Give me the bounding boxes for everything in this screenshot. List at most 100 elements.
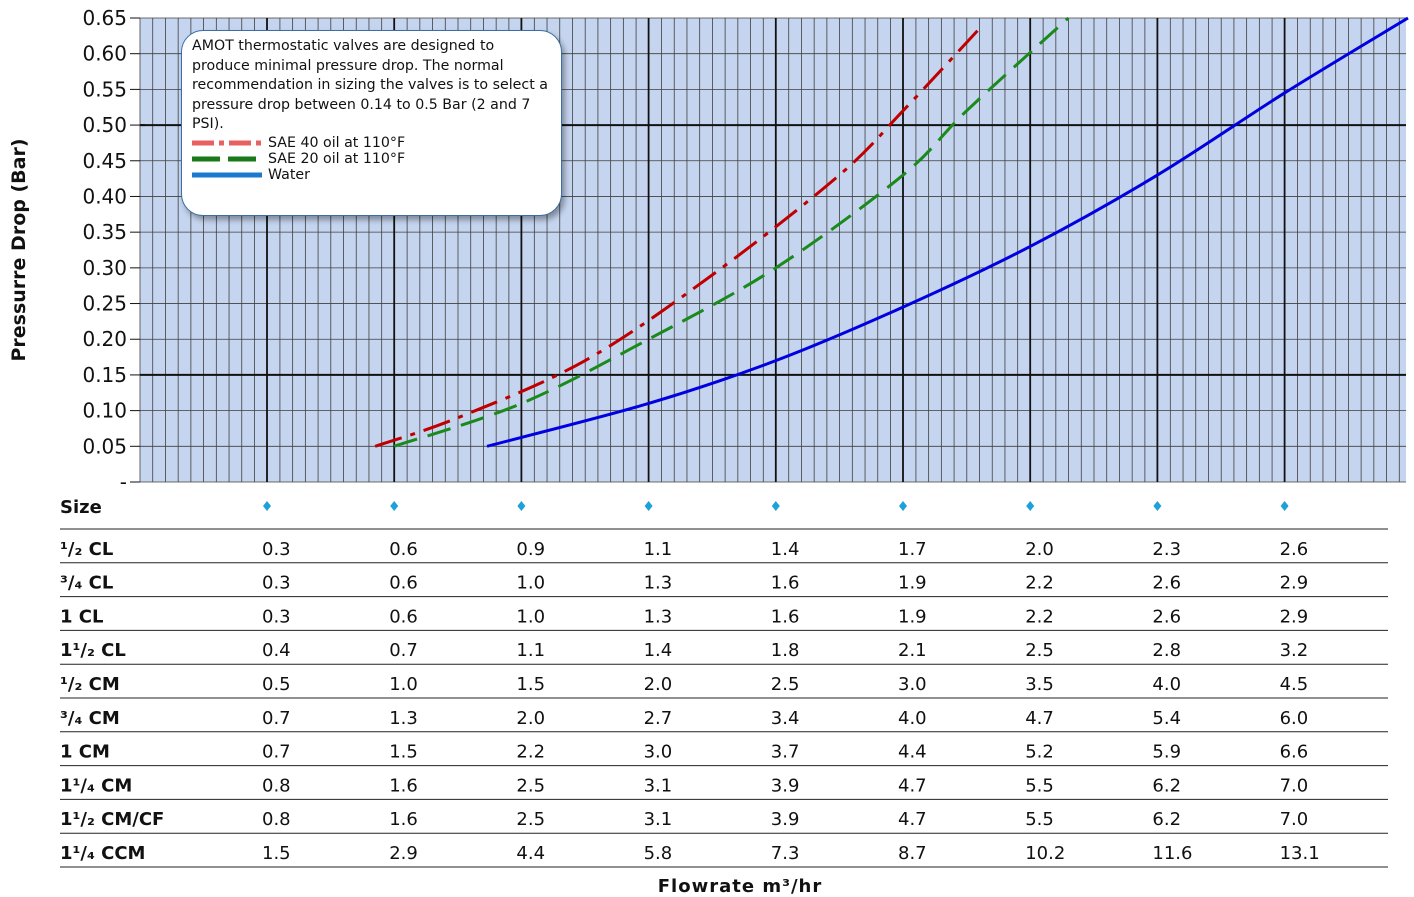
table-cell: 1.7 <box>898 539 927 560</box>
table-row-label: ¹/₂ CM <box>60 674 120 695</box>
table-row-label: 1¹/₄ CCM <box>60 843 145 864</box>
series-line-0 <box>374 27 981 448</box>
table-cell: 1.5 <box>389 742 418 763</box>
series-layer <box>374 16 1409 448</box>
x-axis-label: Flowrate m³/hr <box>658 876 822 897</box>
annotation-box: AMOT thermostatic valves are designed to… <box>181 30 562 216</box>
table-cell: 1.9 <box>898 606 927 627</box>
series-line-1 <box>393 16 1070 448</box>
table-cell: 0.6 <box>389 606 418 627</box>
table-cell: 1.5 <box>262 843 291 864</box>
table-cell: 2.9 <box>1280 606 1309 627</box>
table-cell: 5.5 <box>1025 775 1054 796</box>
table-cell: 3.4 <box>771 708 800 729</box>
table-cell: 0.8 <box>262 775 291 796</box>
table-row-label: 1¹/₄ CM <box>60 775 132 796</box>
column-marker <box>263 501 271 511</box>
legend-entry: SAE 20 oil at 110°F <box>192 151 551 167</box>
y-tick-label: 0.45 <box>82 149 127 173</box>
table-row-label: 1¹/₂ CM/CF <box>60 809 164 830</box>
y-tick-label: 0.05 <box>82 434 127 458</box>
table-cell: 2.0 <box>644 674 673 695</box>
column-marker <box>1153 501 1162 511</box>
series-line-2 <box>486 16 1409 448</box>
table-cell: 4.4 <box>898 742 927 763</box>
table-cell: 2.9 <box>1280 573 1309 594</box>
table-cell: 1.0 <box>516 573 545 594</box>
y-tick-label: 0.25 <box>82 292 127 316</box>
y-tick-label: 0.50 <box>82 113 127 137</box>
table-cell: 8.7 <box>898 843 927 864</box>
annotation-text: AMOT thermostatic valves are designed to… <box>192 38 548 132</box>
table-cell: 3.2 <box>1280 640 1309 661</box>
table-cell: 13.1 <box>1280 843 1320 864</box>
table-cell: 1.4 <box>771 539 800 560</box>
table-cell: 2.5 <box>771 674 800 695</box>
y-tick-label: 0.20 <box>82 327 127 351</box>
column-marker <box>899 501 907 511</box>
table-cell: 2.9 <box>389 843 418 864</box>
table-cell: 0.6 <box>389 539 418 560</box>
table-cell: 2.5 <box>516 809 545 830</box>
table-cell: 3.0 <box>644 742 673 763</box>
legend: SAE 40 oil at 110°F SAE 20 oil at 110°F Wa… <box>192 135 551 183</box>
table-cell: 1.1 <box>516 640 545 661</box>
legend-label: Water <box>268 166 310 183</box>
table-cell: 10.2 <box>1025 843 1065 864</box>
table-cell: 1.6 <box>389 809 418 830</box>
y-tick-label: 0.15 <box>82 363 127 387</box>
table-cell: 6.2 <box>1152 775 1181 796</box>
table-row-label: ³/₄ CM <box>60 708 120 729</box>
table-cell: 2.1 <box>898 640 927 661</box>
table-cell: 2.0 <box>1025 539 1054 560</box>
table-cell: 3.9 <box>771 809 800 830</box>
table-row-label: ³/₄ CL <box>60 573 113 594</box>
table-cell: 0.8 <box>262 809 291 830</box>
y-axis-ticks: - 0.05 0.10 0.15 0.20 0.25 0.30 0.35 0.40 0.45 0.5… <box>82 6 140 494</box>
table-header-size: Size <box>60 497 102 518</box>
table-cell: 4.0 <box>1152 674 1181 695</box>
table-cell: 1.6 <box>771 606 800 627</box>
table-cell: 2.5 <box>1025 640 1054 661</box>
table-cell: 4.7 <box>898 809 927 830</box>
table-cell: 5.4 <box>1152 708 1181 729</box>
table-cell: 1.0 <box>516 606 545 627</box>
size-table: Size ¹/₂ CL 0.3 0.6 0.9 1.1 1.4 1.7 2.0 2.3 2.6 ³/₄… <box>60 497 1388 868</box>
y-tick-label: 0.40 <box>82 184 127 208</box>
table-cell: 3.0 <box>898 674 927 695</box>
table-cell: 1.3 <box>644 606 673 627</box>
legend-label: SAE 40 oil at 110°F <box>268 134 406 151</box>
table-cell: 2.5 <box>516 775 545 796</box>
table-cell: 2.6 <box>1152 573 1181 594</box>
table-cell: 1.3 <box>389 708 418 729</box>
table-cell: 2.2 <box>1025 573 1054 594</box>
table-cell: 0.5 <box>262 674 291 695</box>
table-cell: 5.2 <box>1025 742 1054 763</box>
table-cell: 0.7 <box>262 708 291 729</box>
table-cell: 5.9 <box>1152 742 1181 763</box>
table-cell: 6.0 <box>1280 708 1309 729</box>
table-cell: 7.0 <box>1280 775 1309 796</box>
table-cell: 2.6 <box>1280 539 1309 560</box>
table-row-label: ¹/₂ CL <box>60 539 113 560</box>
table-cell: 1.5 <box>516 674 545 695</box>
table-cell: 2.2 <box>516 742 545 763</box>
table-cell: 1.6 <box>389 775 418 796</box>
table-cell: 3.9 <box>771 775 800 796</box>
table-cell: 0.3 <box>262 606 291 627</box>
table-cell: 6.6 <box>1280 742 1309 763</box>
table-cell: 0.6 <box>389 573 418 594</box>
legend-label: SAE 20 oil at 110°F <box>268 150 406 167</box>
table-cell: 1.4 <box>644 640 673 661</box>
table-cell: 0.7 <box>389 640 418 661</box>
y-tick-label: 0.35 <box>82 220 127 244</box>
table-row-label: 1 CM <box>60 742 110 763</box>
column-marker <box>517 501 526 511</box>
y-tick-label: 0.10 <box>82 399 127 423</box>
table-cell: 1.3 <box>644 573 673 594</box>
table-cell: 6.2 <box>1152 809 1181 830</box>
table-cell: 4.5 <box>1280 674 1309 695</box>
table-cell: 4.7 <box>1025 708 1054 729</box>
table-cell: 0.9 <box>516 539 545 560</box>
